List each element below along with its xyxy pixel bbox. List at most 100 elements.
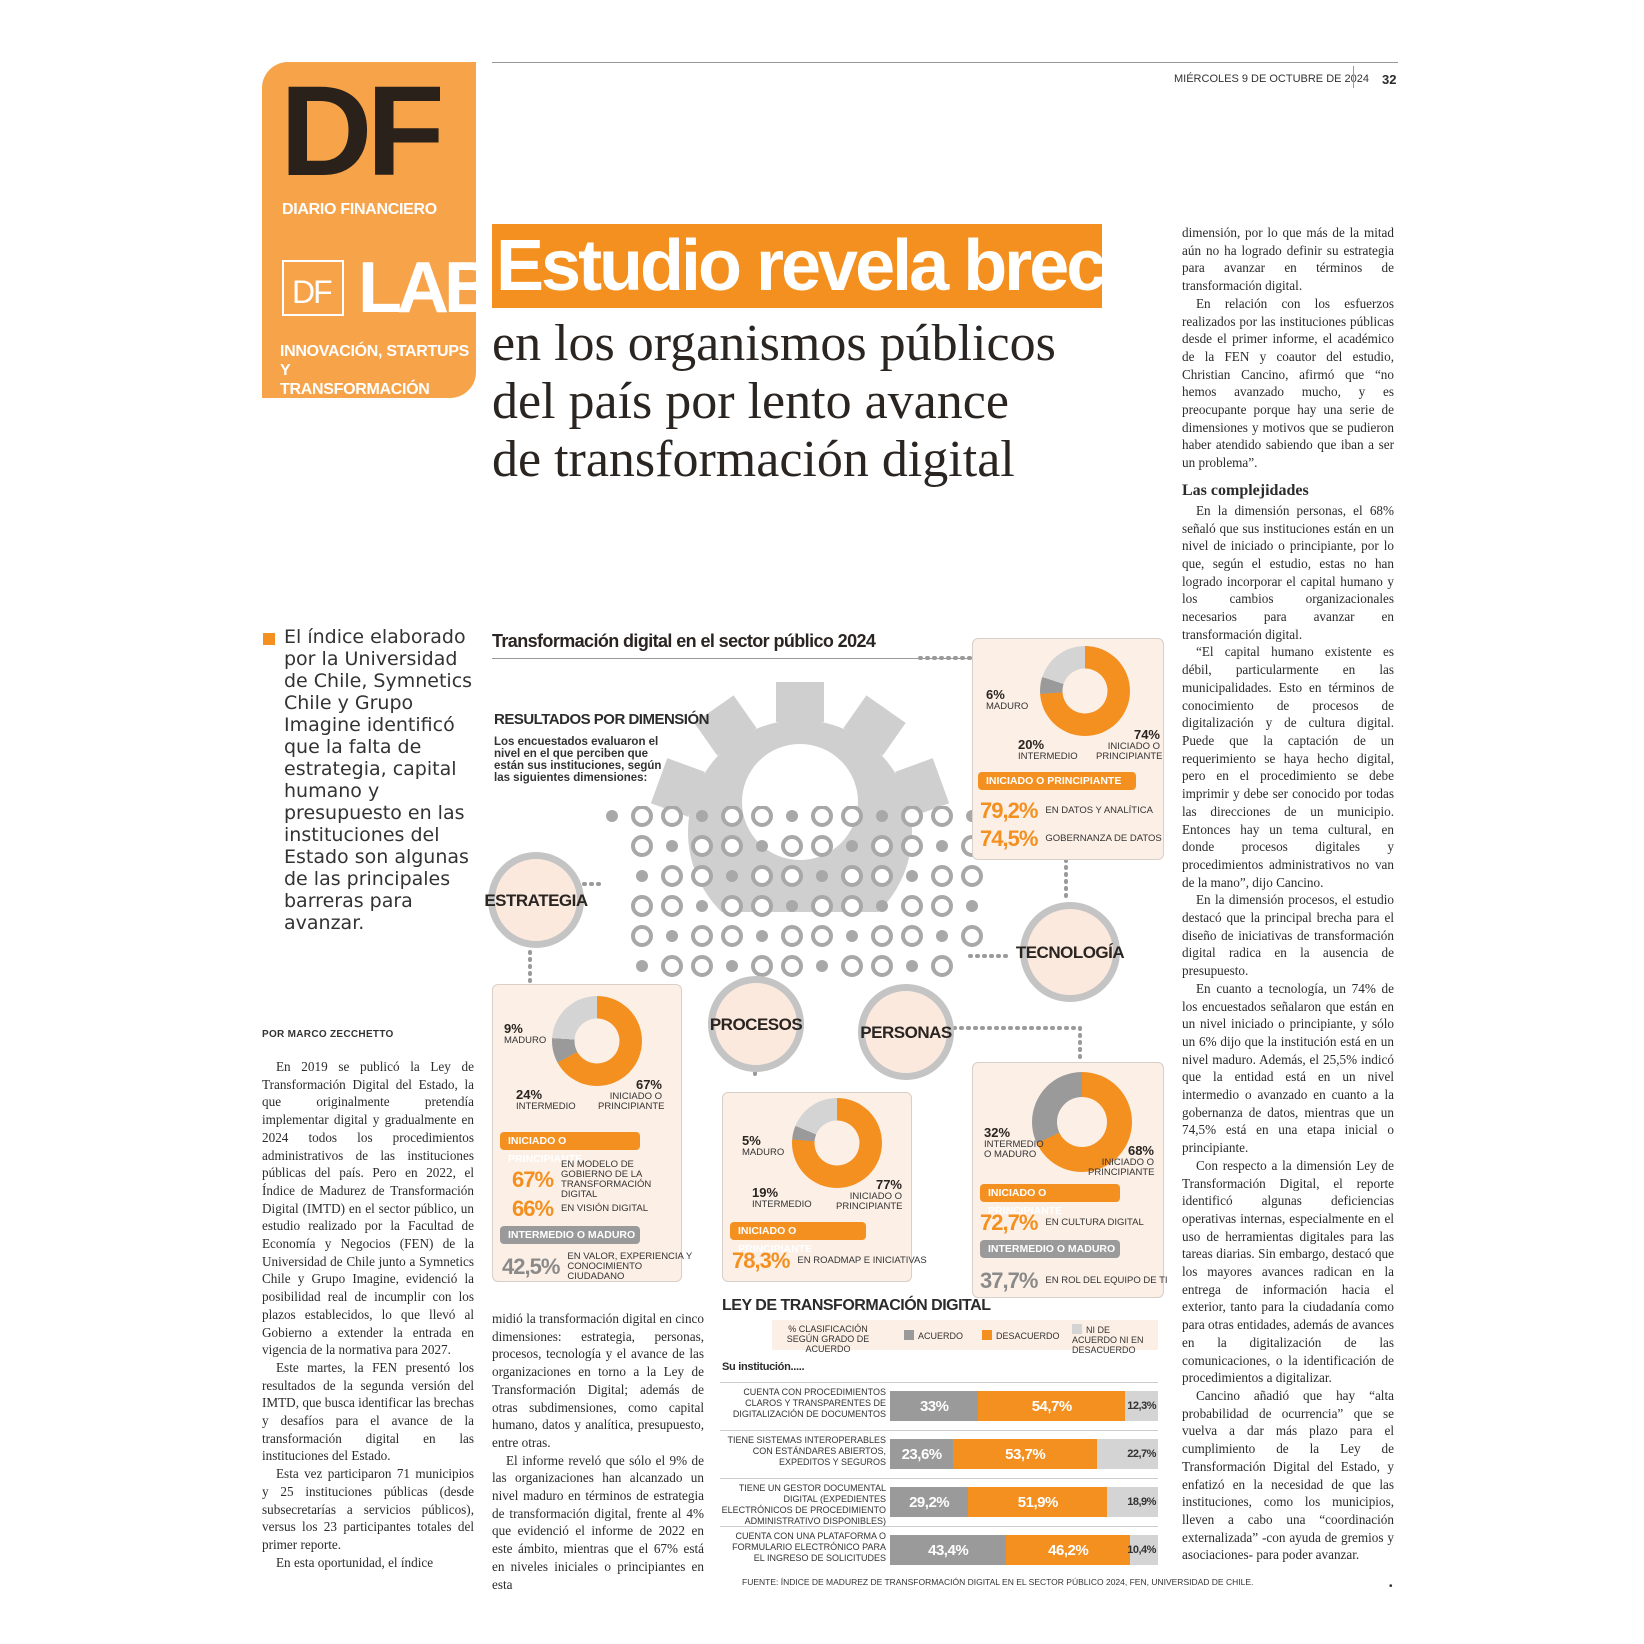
grid-dot [931,955,953,977]
grid-dot [871,865,893,887]
grid-dot [751,806,773,827]
ley-row: TIENE UN GESTOR DOCUMENTAL DIGITAL (EXPE… [720,1478,1158,1526]
grid-dot [636,960,648,972]
grid-dot [936,930,948,942]
paragraph: Este martes, la FEN presentó los resulta… [262,1359,474,1464]
grid-dot [666,840,678,852]
paragraph: En la dimensión procesos, el estudio des… [1182,892,1394,979]
donut-estrategia [552,996,642,1086]
tec-iniciado-label: 74% INICIADO O PRINCIPIANTE [1096,727,1163,762]
donut-tecnologia [1040,646,1130,736]
headline-line-2: del país por lento avance [492,373,1009,430]
bar-acuerdo: 43,4% [890,1535,1007,1565]
body-column-1: En 2019 se publicó la Ley de Transformac… [262,1058,474,1571]
ley-row-bars: 23,6% 53,7% 22,7% [890,1439,1158,1469]
body-column-2: midió la transformación digital en cinco… [492,1310,704,1593]
tec-maduro-label: 6% MADURO [986,687,1029,712]
bar-desacuerdo: 53,7% [953,1439,1098,1469]
grid-dot [691,925,713,947]
per-pill-iniciado: INICIADO O PRINCIPIANTE [980,1184,1120,1217]
paragraph: midió la transformación digital en cinco… [492,1311,704,1450]
grid-dot [816,870,828,882]
grid-dot [811,835,833,857]
ley-row: CUENTA CON UNA PLATAFORMA O FORMULARIO E… [720,1526,1158,1572]
pro-pill-iniciado: INICIADO O PRINCIPIANTE [730,1222,866,1255]
ley-row-label: CUENTA CON PROCEDIMIENTOS CLAROS Y TRANS… [732,1387,886,1419]
grid-dot [846,930,858,942]
dimension-circle-tecnologia: TECNOLOGÍA [1016,902,1125,1002]
grid-dot [811,806,833,827]
grid-dot [901,806,923,827]
grid-dot [756,930,768,942]
grid-dot [721,925,743,947]
section-logo-df: DF [292,274,333,310]
grid-dot [631,925,653,947]
bar-ni: 22,7% [1097,1439,1158,1469]
grid-dot [721,835,743,857]
grid-dot [631,835,653,857]
grid-dot [781,955,803,977]
grid-dot [931,806,953,827]
tec-pill-iniciado: INICIADO O PRINCIPIANTE [978,772,1136,790]
est-pill-intermedio: INTERMEDIO O MADURO [500,1226,640,1244]
grid-dot [661,806,683,827]
per-stat-2: 37,7% EN ROL DEL EQUIPO DE TI [980,1268,1168,1293]
tec-intermedio-label: 20% INTERMEDIO [1018,737,1078,762]
grid-dot [691,835,713,857]
grid-dot [901,925,923,947]
tec-stat-1: 79,2% EN DATOS Y ANALÍTICA [980,798,1153,823]
bar-acuerdo: 29,2% [890,1487,969,1517]
lead-bullet-icon [263,633,275,645]
est-stat-1: 67% EN MODELO DE GOBIERNO DE LA TRANSFORM… [512,1159,652,1200]
infographic-title: Transformación digital en el sector públ… [492,631,876,651]
grid-dot [871,955,893,977]
legend-acuerdo: ACUERDO [904,1330,963,1341]
grid-dot [846,840,858,852]
legend-caption: % CLASIFICACIÓN SEGÚN GRADO DE ACUERDO [786,1324,870,1354]
legend-ni: NI DE ACUERDO NI EN DESACUERDO [1072,1324,1144,1355]
header-rule [492,62,1398,63]
grid-dot [786,810,798,822]
est-maduro-label: 9% MADURO [504,1021,547,1046]
dimension-circle-estrategia: ESTRATEGIA [484,852,588,948]
est-intermedio-label: 24% INTERMEDIO [516,1087,576,1112]
paragraph: El informe reveló que sólo el 9% de las … [492,1452,704,1592]
gear-icon [650,682,950,912]
per-maduro-label: 32% INTERMEDIO O MADURO [984,1125,1044,1160]
paragraph: En esta oportunidad, el índice [276,1554,434,1570]
grid-dot [631,806,653,827]
headline-line-3: de transformación digital [492,431,1015,488]
donut-personas [1032,1072,1132,1172]
ley-row-label: TIENE UN GESTOR DOCUMENTAL DIGITAL (EXPE… [721,1483,886,1526]
grid-dot [606,810,618,822]
ley-legend: % CLASIFICACIÓN SEGÚN GRADO DE ACUERDO A… [772,1320,1158,1355]
headline-highlight-bar [492,224,1102,308]
infographic-rule [492,658,972,659]
bar-desacuerdo: 54,7% [978,1391,1126,1421]
est-stat-3: 42,5% EN VALOR, EXPERIENCIA Y CONOCIMIENT… [502,1251,692,1282]
ley-row-bars: 33% 54,7% 12,3% [890,1391,1158,1421]
legend-swatch-acuerdo [904,1330,914,1340]
grid-dot [726,960,738,972]
grid-dot [721,806,743,827]
per-pill-intermedio: INTERMEDIO O MADURO [980,1240,1120,1258]
paragraph: En relación con los esfuerzos realizados… [1182,295,1394,471]
grid-dot [696,900,708,912]
grid-dot [721,895,743,917]
grid-dot [696,810,708,822]
grid-dot [841,806,863,827]
grid-dot [661,895,683,917]
headline-line-1: en los organismos públicos [492,315,1056,372]
grid-dot [781,925,803,947]
grid-dot [691,865,713,887]
grid-dot [751,955,773,977]
est-iniciado-label: 67% INICIADO O PRINCIPIANTE [598,1077,665,1112]
paragraph: “El capital humano existente es débil, p… [1182,644,1394,890]
grid-dot [876,900,888,912]
legend-swatch-ni [1072,1324,1082,1334]
results-subtitle: Los encuestados evaluaron el nivel en el… [494,736,662,784]
grid-dot [906,870,918,882]
donut-procesos [792,1098,882,1188]
section-heading: Las complejidades [1182,481,1309,499]
legend-desacuerdo: DESACUERDO [982,1330,1060,1341]
